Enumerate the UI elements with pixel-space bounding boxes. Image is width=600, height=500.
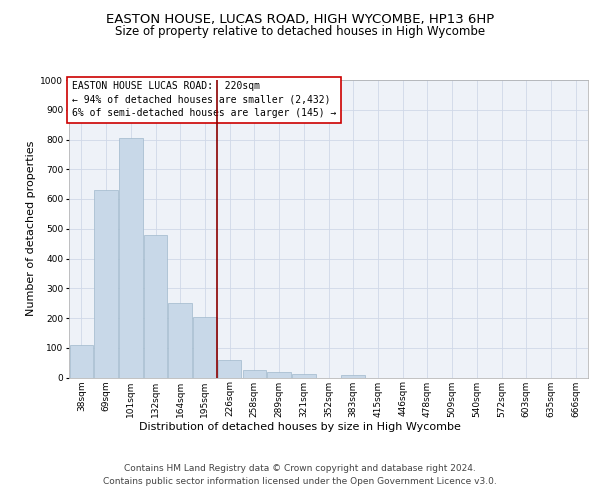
- Bar: [193, 316, 217, 378]
- Bar: [341, 375, 365, 378]
- Y-axis label: Number of detached properties: Number of detached properties: [26, 141, 36, 316]
- Bar: [292, 374, 316, 378]
- Bar: [144, 234, 167, 378]
- Text: EASTON HOUSE, LUCAS ROAD, HIGH WYCOMBE, HP13 6HP: EASTON HOUSE, LUCAS ROAD, HIGH WYCOMBE, …: [106, 12, 494, 26]
- Bar: [119, 138, 143, 378]
- Text: Contains HM Land Registry data © Crown copyright and database right 2024.: Contains HM Land Registry data © Crown c…: [124, 464, 476, 473]
- Bar: [242, 370, 266, 378]
- Text: EASTON HOUSE LUCAS ROAD:  220sqm
← 94% of detached houses are smaller (2,432)
6%: EASTON HOUSE LUCAS ROAD: 220sqm ← 94% of…: [71, 82, 336, 118]
- Text: Distribution of detached houses by size in High Wycombe: Distribution of detached houses by size …: [139, 422, 461, 432]
- Bar: [94, 190, 118, 378]
- Text: Size of property relative to detached houses in High Wycombe: Size of property relative to detached ho…: [115, 25, 485, 38]
- Bar: [218, 360, 241, 378]
- Bar: [169, 303, 192, 378]
- Bar: [268, 372, 291, 378]
- Text: Contains public sector information licensed under the Open Government Licence v3: Contains public sector information licen…: [103, 477, 497, 486]
- Bar: [70, 345, 93, 378]
